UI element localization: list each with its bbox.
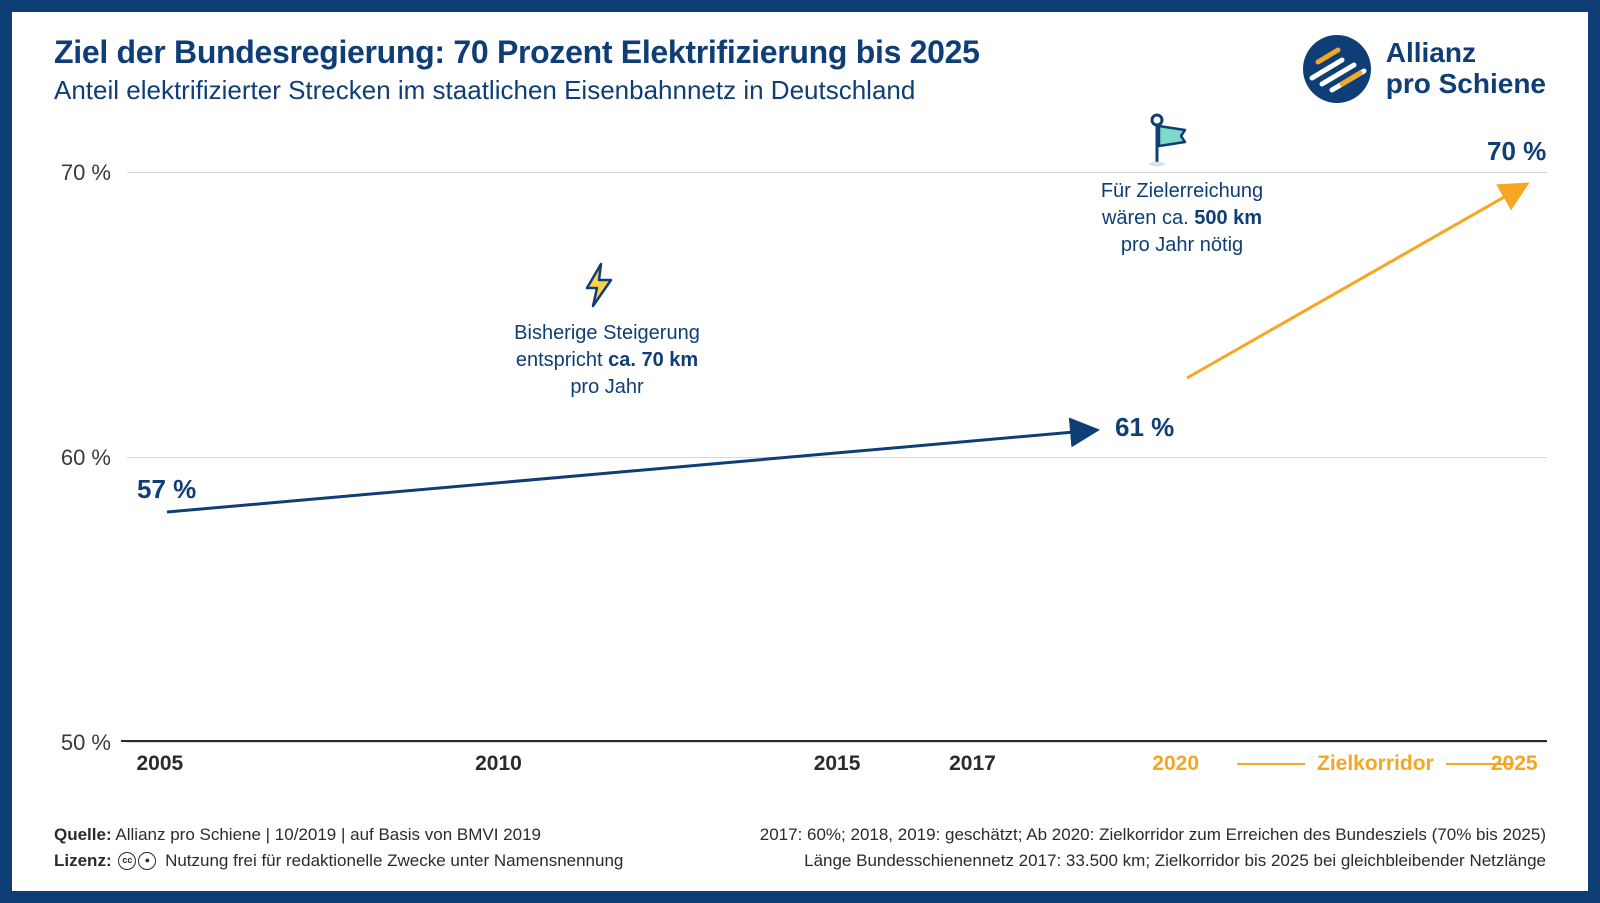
cc-badge-icon: cc● (118, 852, 156, 870)
footer-left: Quelle: Allianz pro Schiene | 10/2019 | … (54, 822, 623, 873)
anno-r-2a: wären ca. (1102, 207, 1194, 229)
pct-label-mid: 61 % (1115, 412, 1174, 443)
y-tick-label: 50 % (61, 730, 111, 756)
x-tick-label: 2020 (1152, 752, 1199, 776)
logo-text-2: pro Schiene (1386, 69, 1546, 100)
footer-lizenz-label: Lizenz: (54, 851, 112, 870)
footer-quelle-text: Allianz pro Schiene | 10/2019 | auf Basi… (112, 825, 541, 844)
footer-right-2: Länge Bundesschienennetz 2017: 33.500 km… (760, 848, 1546, 874)
pct-label-start: 57 % (137, 474, 196, 505)
anno-r-3: pro Jahr nötig (1121, 234, 1243, 256)
anno-l-2b: ca. 70 km (608, 349, 698, 371)
gridline: 50 % (127, 742, 1547, 743)
ziel-line-left (1237, 763, 1305, 765)
logo-text-1: Allianz (1386, 38, 1546, 69)
x-tick-label: 2015 (814, 752, 861, 776)
anno-r-1: Für Zielerreichung (1101, 180, 1263, 202)
footer-lizenz-text: Nutzung frei für redaktionelle Zwecke un… (160, 851, 623, 870)
pct-label-end: 70 % (1487, 136, 1546, 167)
brand-logo: Allianz pro Schiene (1302, 34, 1546, 104)
x-tick-label: 2010 (475, 752, 522, 776)
footer-right: 2017: 60%; 2018, 2019: geschätzt; Ab 202… (760, 822, 1546, 873)
x-tick-label: 2005 (137, 752, 184, 776)
logo-text: Allianz pro Schiene (1386, 38, 1546, 100)
bar-chart: 50 % 60 % 70 % 200520102015201720202025 … (127, 172, 1547, 742)
y-tick-label: 70 % (61, 160, 111, 186)
zielkorridor-label: Zielkorridor (1237, 752, 1514, 776)
anno-r-2b: 500 km (1194, 207, 1262, 229)
logo-icon (1302, 34, 1372, 104)
y-tick-label: 60 % (61, 445, 111, 471)
footer-quelle-label: Quelle: (54, 825, 112, 844)
lightning-icon (581, 262, 617, 308)
anno-l-3: pro Jahr (570, 376, 643, 398)
anno-l-1: Bisherige Steigerung (514, 322, 700, 344)
annotation-left: Bisherige Steigerung entspricht ca. 70 k… (507, 320, 707, 401)
chart-title: Ziel der Bundesregierung: 70 Prozent Ele… (54, 34, 1302, 71)
title-block: Ziel der Bundesregierung: 70 Prozent Ele… (54, 34, 1302, 106)
annotation-right: Für Zielerreichung wären ca. 500 km pro … (1087, 178, 1277, 259)
ziel-text: Zielkorridor (1317, 752, 1434, 776)
footer: Quelle: Allianz pro Schiene | 10/2019 | … (54, 822, 1546, 873)
ziel-line-right (1446, 763, 1514, 765)
flag-icon (1147, 112, 1189, 168)
chart-subtitle: Anteil elektrifizierter Strecken im staa… (54, 75, 1302, 106)
trend-arrow-orange (127, 172, 1547, 742)
footer-right-1: 2017: 60%; 2018, 2019: geschätzt; Ab 202… (760, 822, 1546, 848)
header: Ziel der Bundesregierung: 70 Prozent Ele… (54, 34, 1546, 106)
anno-l-2a: entspricht (516, 349, 608, 371)
x-tick-label: 2017 (949, 752, 996, 776)
